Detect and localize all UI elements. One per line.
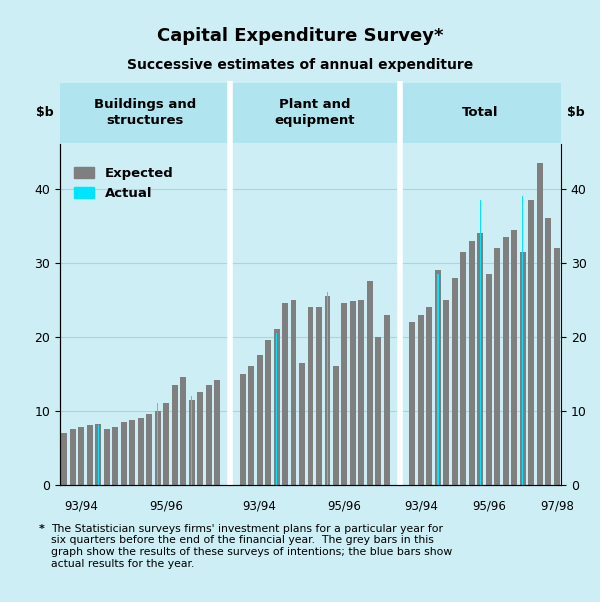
Bar (537, 163, 543, 485)
Bar (478, 233, 484, 485)
Text: 95/96: 95/96 (472, 500, 506, 513)
Bar (520, 252, 526, 485)
Bar (443, 300, 449, 485)
Text: 95/96: 95/96 (149, 500, 183, 513)
Bar (157, 403, 158, 485)
Bar (197, 392, 203, 485)
Bar (146, 414, 152, 485)
Bar (95, 424, 101, 485)
Text: 93/94: 93/94 (404, 500, 438, 513)
Bar (327, 293, 328, 485)
Bar (78, 427, 84, 485)
FancyBboxPatch shape (230, 82, 400, 143)
Bar (276, 333, 277, 485)
Bar (494, 248, 500, 485)
Bar (554, 248, 560, 485)
Text: Total: Total (462, 107, 499, 119)
Bar (112, 427, 118, 485)
Bar (308, 307, 313, 485)
Bar (206, 385, 212, 485)
Bar (257, 355, 263, 485)
Bar (486, 274, 492, 485)
Text: 93/94: 93/94 (242, 500, 277, 513)
Bar (418, 314, 424, 485)
Bar (316, 307, 322, 485)
Bar (545, 219, 551, 485)
Bar (104, 429, 110, 485)
Bar (121, 422, 127, 485)
FancyBboxPatch shape (60, 82, 230, 143)
Bar (358, 300, 364, 485)
Text: 93/94: 93/94 (64, 500, 98, 513)
Bar (87, 426, 92, 485)
Bar (529, 200, 534, 485)
Bar (325, 296, 331, 485)
Bar (350, 301, 356, 485)
Bar (274, 329, 280, 485)
Text: Buildings and
structures: Buildings and structures (94, 98, 196, 128)
Bar (409, 322, 415, 485)
Bar (163, 403, 169, 485)
FancyBboxPatch shape (400, 82, 561, 143)
Bar (341, 303, 347, 485)
Bar (188, 400, 194, 485)
Text: Capital Expenditure Survey*: Capital Expenditure Survey* (157, 27, 443, 45)
Bar (239, 374, 245, 485)
Bar (155, 411, 161, 485)
Bar (172, 385, 178, 485)
Bar (299, 362, 305, 485)
Bar (180, 377, 186, 485)
Bar (98, 426, 99, 485)
Bar (333, 366, 339, 485)
Bar (367, 281, 373, 485)
Bar (129, 420, 135, 485)
Bar (191, 396, 192, 485)
Bar (214, 380, 220, 485)
Text: *: * (39, 524, 45, 534)
Bar (435, 270, 441, 485)
Bar (384, 314, 390, 485)
Legend: Expected, Actual: Expected, Actual (69, 161, 179, 205)
Text: 97/98: 97/98 (540, 500, 574, 513)
Text: Successive estimates of annual expenditure: Successive estimates of annual expenditu… (127, 58, 473, 72)
Text: $b: $b (567, 107, 584, 119)
Bar (376, 337, 382, 485)
Bar (290, 300, 296, 485)
Bar (70, 429, 76, 485)
Bar (427, 307, 433, 485)
Text: The Statistician surveys firms' investment plans for a particular year for
six q: The Statistician surveys firms' investme… (51, 524, 452, 568)
Bar (282, 303, 288, 485)
Bar (248, 366, 254, 485)
Bar (265, 340, 271, 485)
Bar (437, 274, 439, 485)
Text: 95/96: 95/96 (328, 500, 361, 513)
Bar (137, 418, 143, 485)
Text: $b: $b (37, 107, 54, 119)
Bar (479, 200, 481, 485)
Bar (503, 237, 509, 485)
Bar (522, 196, 523, 485)
Bar (452, 278, 458, 485)
Bar (469, 241, 475, 485)
Bar (460, 252, 466, 485)
Text: Plant and
equipment: Plant and equipment (274, 98, 355, 128)
Bar (61, 433, 67, 485)
Bar (511, 229, 517, 485)
